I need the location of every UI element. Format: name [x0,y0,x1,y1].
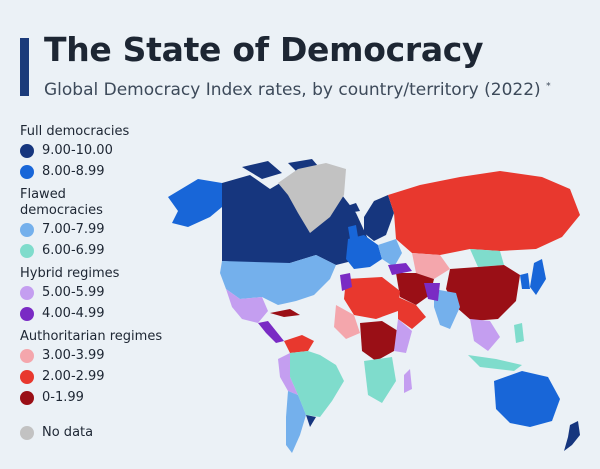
legend-item-label: 5.00-5.99 [42,285,105,300]
region-uruguay [306,415,316,427]
legend-group-title: Flawed democracies [20,187,210,219]
legend-swatch [20,425,34,440]
legend-item-label: 3.00-3.99 [42,348,105,363]
region-peru-bolivia [278,353,298,395]
region-central-america [258,321,284,343]
legend-swatch [20,348,34,363]
page-title: The State of Democracy [44,30,484,69]
legend-item: 0-1.99 [20,387,210,408]
region-north-africa [344,277,400,319]
subtitle-text: Global Democracy Index rates, by country… [44,80,541,100]
region-central-africa [360,321,398,361]
region-western-europe [346,235,382,269]
region-pakistan [424,283,440,301]
legend-item-label: 9.00-10.00 [42,143,113,158]
region-canada [222,175,368,265]
legend-group-title: Full democracies [20,124,130,139]
page-subtitle: Global Democracy Index rates, by country… [44,80,551,100]
world-map [168,159,580,453]
region-east-africa [394,319,412,353]
legend-swatch [20,143,34,158]
region-turkey [388,263,412,275]
legend-swatch [20,164,34,179]
region-japan [530,259,546,295]
legend-item: 7.00-7.99 [20,219,210,240]
region-india [434,289,460,329]
legend-item-no-data: No data [20,422,210,443]
legend-swatch [20,243,34,258]
region-venezuela [284,335,314,353]
legend-item-label: 2.00-2.99 [42,369,105,384]
legend-item-label: 8.00-8.99 [42,164,105,179]
region-argentina [286,391,306,453]
region-morocco [340,273,352,291]
legend-item-label: 6.00-6.99 [42,243,105,258]
legend-item-label: No data [42,425,94,440]
region-usa [220,255,336,305]
region-mexico [226,289,268,323]
region-brazil [290,351,344,417]
region-indonesia [468,355,522,371]
region-new-zealand [564,421,580,451]
region-greenland [278,163,346,233]
region-middle-east [396,273,434,305]
legend-group-title-line: democracies [20,203,103,218]
region-australia [494,371,560,427]
region-scandinavia [364,195,394,241]
legend-group-title-line: Flawed [20,187,66,202]
region-madagascar [404,369,412,393]
region-eastern-europe [378,239,402,267]
legend-item: 3.00-3.99 [20,345,210,366]
region-west-africa [334,305,360,339]
region-uk [348,225,358,239]
legend-swatch [20,222,34,237]
region-iceland [344,203,360,213]
region-philippines [514,323,524,343]
legend-item: 4.00-4.99 [20,303,210,324]
legend-item-label: 7.00-7.99 [42,222,105,237]
legend-swatch [20,306,34,321]
title-accent-bar [20,38,29,96]
legend-swatch [20,285,34,300]
region-arabia [398,297,426,329]
legend-item: 6.00-6.99 [20,240,210,261]
region-southern-africa [364,357,396,403]
legend-swatch [20,369,34,384]
region-mongolia [470,249,504,267]
region-china [446,265,520,321]
legend-item: 8.00-8.99 [20,161,210,182]
legend-group-title: Hybrid regimes [20,266,120,281]
footnote-mark: * [546,81,551,92]
region-russia [388,171,580,255]
region-south-korea [520,273,530,289]
legend-item: 5.00-5.99 [20,282,210,303]
legend-group-title: Authoritarian regimes [20,329,163,344]
legend-item-label: 4.00-4.99 [42,306,105,321]
region-cuba [270,309,300,317]
legend-item: 9.00-10.00 [20,140,210,161]
map-legend: Full democracies 9.00-10.00 8.00-8.99 Fl… [20,124,210,443]
legend-item: 2.00-2.99 [20,366,210,387]
region-southeast-asia [470,319,500,351]
region-kazakhstan [412,253,450,279]
region-alaska [168,179,222,227]
legend-item-label: 0-1.99 [42,390,84,405]
legend-swatch [20,390,34,405]
